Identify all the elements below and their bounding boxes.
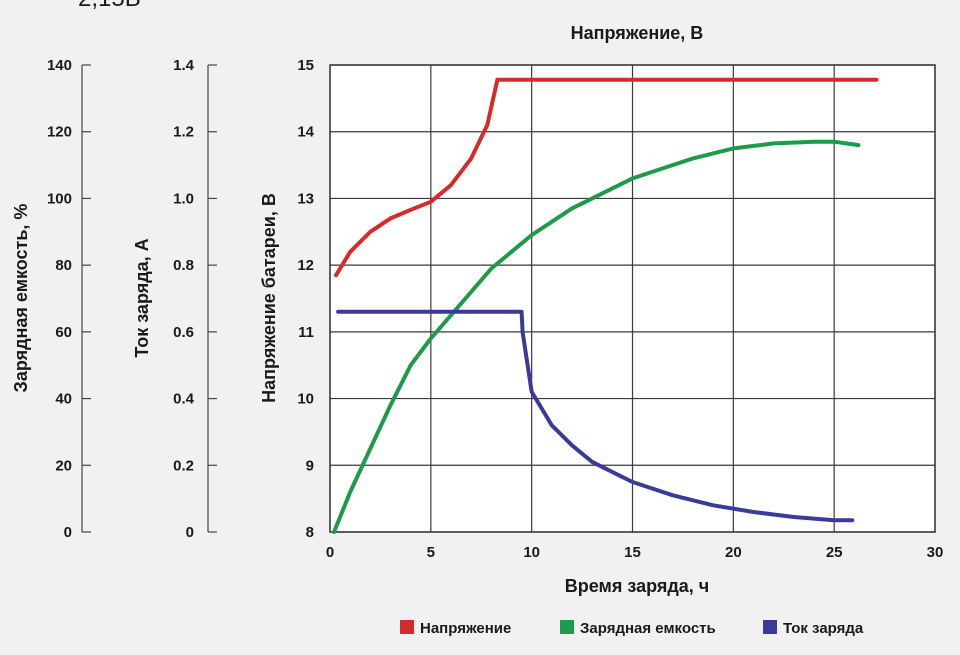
capacity-tick-label: 60 (55, 324, 72, 341)
series-lines (332, 77, 879, 534)
capacity-tick-label: 140 (47, 57, 72, 74)
chart-title: Напряжение, В (571, 23, 704, 43)
series-line-voltage (334, 77, 879, 278)
voltage-tick-label: 10 (297, 391, 314, 408)
x-axis-title: Время заряда, ч (565, 576, 709, 596)
capacity-tick-label: 40 (55, 391, 72, 408)
legend-label: Зарядная емкость (580, 620, 716, 637)
grid-lines (329, 64, 936, 533)
capacity-tick-label: 100 (47, 190, 72, 207)
legend-swatch (400, 620, 414, 634)
series-line-capacity (332, 139, 861, 534)
current-axis-title: Ток заряда, А (132, 238, 152, 357)
x-tick-label: 10 (523, 544, 540, 561)
legend-swatch (560, 620, 574, 634)
voltage-tick-label: 8 (306, 524, 314, 541)
voltage-tick-label: 11 (298, 324, 314, 341)
legend-swatch (763, 620, 777, 634)
legend-label: Напряжение (420, 620, 511, 637)
voltage-tick-label: 12 (297, 257, 314, 274)
top-fragment-text: 2,15В (78, 0, 141, 12)
current-tick-label: 0.6 (173, 324, 194, 341)
capacity-tick-label: 20 (55, 457, 72, 474)
x-tick-label: 30 (927, 544, 944, 561)
x-tick-label: 25 (826, 544, 843, 561)
voltage-tick-label: 15 (297, 57, 314, 74)
voltage-tick-label: 14 (297, 124, 314, 141)
current-tick-label: 1.2 (173, 124, 194, 141)
current-tick-label: 0.2 (173, 457, 194, 474)
capacity-axis-title: Зарядная емкость, % (11, 204, 31, 393)
x-tick-label: 5 (427, 544, 435, 561)
axes: 0 5 10 15 20 25 30 8 9 10 11 12 13 14 15 Напряжение бат… (11, 57, 943, 561)
x-tick-label: 20 (725, 544, 742, 561)
voltage-tick-label: 13 (297, 190, 314, 207)
current-tick-label: 0.4 (173, 391, 195, 408)
voltage-axis-title: Напряжение батареи, В (259, 193, 279, 403)
legend: Напряжение Зарядная емкость Ток заряда (400, 620, 864, 637)
capacity-tick-label: 0 (64, 524, 72, 541)
current-tick-label: 0 (186, 524, 194, 541)
current-tick-label: 1.4 (173, 57, 195, 74)
series-line-current (336, 309, 855, 523)
x-tick-label: 15 (624, 544, 641, 561)
current-tick-label: 1.0 (173, 190, 194, 207)
capacity-tick-label: 80 (55, 257, 72, 274)
capacity-tick-label: 120 (47, 124, 72, 141)
legend-label: Ток заряда (783, 620, 864, 637)
voltage-tick-label: 9 (306, 457, 314, 474)
x-tick-label: 0 (326, 544, 334, 561)
current-tick-label: 0.8 (173, 257, 194, 274)
